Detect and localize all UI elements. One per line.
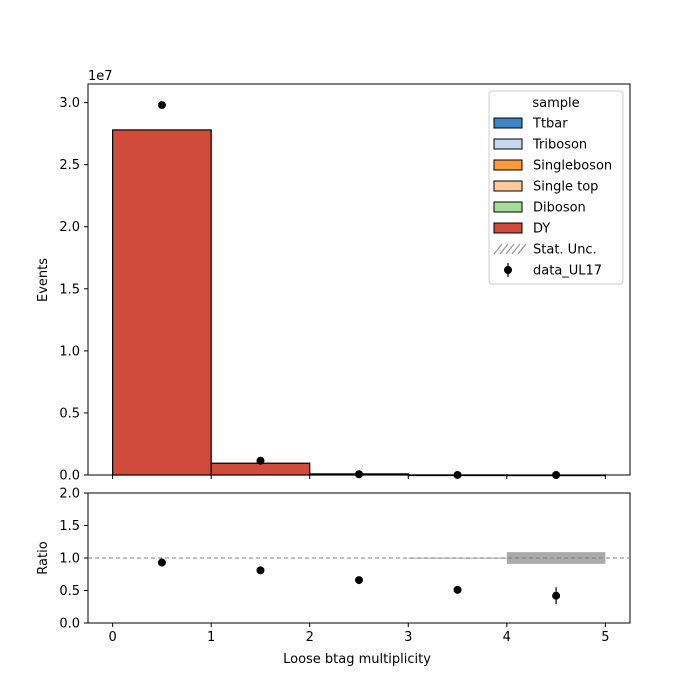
ratio-y-axis-ticks: 0.0 0.5 1.0 1.5 2.0: [59, 487, 88, 632]
x-axis-ticks-top: [112, 475, 606, 479]
y-tick-label: 1.5: [59, 282, 80, 297]
hatch-line: [493, 243, 503, 255]
stat-unc-band-segment: [506, 552, 606, 564]
legend-label: Diboson: [533, 201, 586, 216]
legend-label: DY: [533, 222, 550, 237]
stat-unc-band-segment: [408, 557, 507, 559]
data-point: [355, 470, 363, 479]
y-tick-label: 0.5: [59, 406, 80, 421]
legend-swatch-stat-unc: [493, 243, 527, 255]
x-tick-label: 4: [503, 630, 511, 645]
legend-label: data_UL17: [533, 264, 602, 279]
legend-label: Ttbar: [532, 117, 568, 132]
x-tick-label: 3: [404, 630, 412, 645]
hatch-line: [505, 243, 515, 255]
y-axis-label-top: Events: [36, 258, 51, 302]
ratio-y-tick-label: 1.5: [59, 519, 80, 534]
legend-swatch-single-top: [493, 180, 523, 192]
main-plot-panel: 0.0 0.5 1.0 1.5 2.0 2.5 3.0 1e7 Events: [36, 69, 631, 484]
y-axis-ticks: 0.0 0.5 1.0 1.5 2.0 2.5 3.0: [59, 96, 88, 484]
x-axis-label: Loose btag multiplicity: [283, 652, 431, 667]
legend-swatch-ttbar: [493, 117, 523, 129]
ratio-point: [157, 558, 166, 567]
ratio-points: [157, 558, 561, 605]
hatch-line: [517, 243, 527, 255]
bar-dy-bin-1: [210, 462, 311, 476]
x-tick-label: 1: [207, 630, 215, 645]
legend-swatch-dy: [493, 222, 523, 234]
hatch-line: [511, 243, 521, 255]
legend: sample Ttbar Triboson Singleboson Single to…: [488, 90, 624, 285]
hatch-line: [499, 243, 509, 255]
legend-label: Triboson: [532, 138, 587, 153]
y-tick-label: 3.0: [59, 96, 80, 111]
x-tick-label: 5: [601, 630, 609, 645]
stat-unc-band: [408, 552, 606, 564]
x-tick-label: 0: [108, 630, 116, 645]
data-point: [453, 470, 462, 479]
y-tick-label: 0.0: [59, 469, 80, 484]
legend-label: Stat. Unc.: [533, 243, 597, 258]
legend-title: sample: [532, 96, 579, 111]
data-point: [256, 456, 265, 465]
legend-swatch-triboson: [493, 138, 523, 150]
y-tick-label: 2.0: [59, 220, 80, 235]
ratio-point: [552, 591, 561, 600]
y-tick-label: 2.5: [59, 158, 80, 173]
legend-label: Singleboson: [533, 159, 612, 174]
data-point: [552, 470, 561, 479]
ratio-point: [453, 585, 462, 594]
y-scale-exponent: 1e7: [88, 69, 113, 84]
ratio-y-tick-label: 0.5: [59, 584, 80, 599]
legend-data-marker: [504, 266, 512, 274]
y-axis-label-ratio: Ratio: [36, 541, 51, 574]
legend-label: Single top: [533, 180, 598, 195]
bar-dy-bin-0: [112, 129, 212, 476]
data-point: [157, 101, 166, 110]
y-tick-label: 1.0: [59, 344, 80, 359]
ratio-point: [256, 566, 265, 575]
legend-swatch-diboson: [493, 201, 523, 213]
ratio-x-axis-ticks: 0 1 2 3 4 5: [108, 623, 610, 645]
ratio-y-tick-label: 1.0: [59, 552, 80, 567]
ratio-y-tick-label: 2.0: [59, 487, 80, 502]
ratio-plot-panel: 0.0 0.5 1.0 1.5 2.0 0 1 2 3 4 5 Ratio Loose btag …: [36, 487, 631, 667]
ratio-y-tick-label: 0.0: [59, 617, 80, 632]
legend-swatch-singleboson: [493, 159, 523, 171]
x-tick-label: 2: [306, 630, 314, 645]
ratio-point: [355, 576, 363, 585]
data-points: [157, 101, 561, 479]
